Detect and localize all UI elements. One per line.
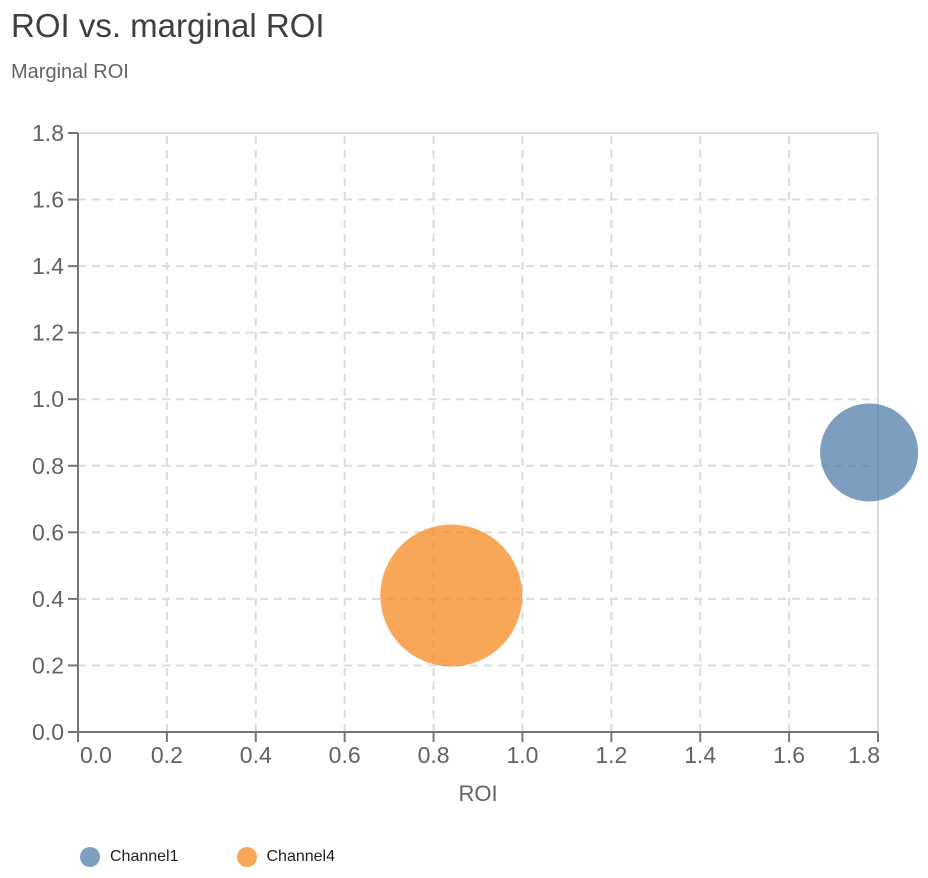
y-axis-tick-label: 1.0 [32, 386, 64, 412]
legend-item-channel4[interactable]: Channel4 [236, 847, 336, 867]
y-axis-tick-label: 0.4 [32, 586, 64, 612]
x-axis-tick-label: 0.4 [240, 742, 272, 768]
chart-legend: Channel1 Channel4 [80, 845, 393, 869]
y-axis-tick-label: 1.6 [32, 187, 64, 213]
x-axis-tick-label: 0.6 [329, 742, 361, 768]
bubble-channel4[interactable] [380, 524, 523, 667]
legend-swatch-channel4 [236, 847, 257, 867]
y-axis-tick-label: 0.2 [32, 652, 64, 678]
x-axis-title: ROI [458, 781, 497, 806]
x-axis-tick-label: 1.2 [595, 742, 627, 768]
y-axis-tick-label: 0.0 [32, 719, 64, 745]
bubble-chart-plot: 0.0 0.2 0.4 0.6 0.8 1.0 1.2 1.4 1.6 1.8 0.0 0.2 0.4 0… [32, 120, 919, 806]
y-axis-tick-label: 0.6 [32, 519, 64, 545]
legend-item-channel1[interactable]: Channel1 [80, 847, 179, 867]
legend-swatch-channel1 [80, 847, 100, 867]
legend-label: Channel1 [110, 848, 179, 865]
x-axis-tick-label: 0.8 [418, 742, 450, 768]
x-axis-tick-label: 1.6 [773, 742, 805, 768]
y-axis-tick-label: 0.8 [32, 453, 64, 479]
bubble-channel1[interactable] [820, 403, 919, 502]
x-axis-tick-label: 1.0 [506, 742, 538, 768]
x-axis-tick-label: 1.8 [848, 742, 880, 768]
y-axis-tick-label: 1.2 [32, 320, 64, 346]
y-axis-title: Marginal ROI [11, 61, 129, 83]
legend-label: Channel4 [266, 848, 336, 865]
chart-title: ROI vs. marginal ROI [11, 7, 325, 44]
y-axis-tick-label: 1.4 [32, 253, 64, 279]
y-axis-tick-label: 1.8 [32, 120, 64, 146]
x-axis-tick-label: 0.2 [151, 742, 183, 768]
x-axis-tick-label: 0.0 [80, 742, 112, 768]
x-axis-tick-label: 1.4 [684, 742, 716, 768]
